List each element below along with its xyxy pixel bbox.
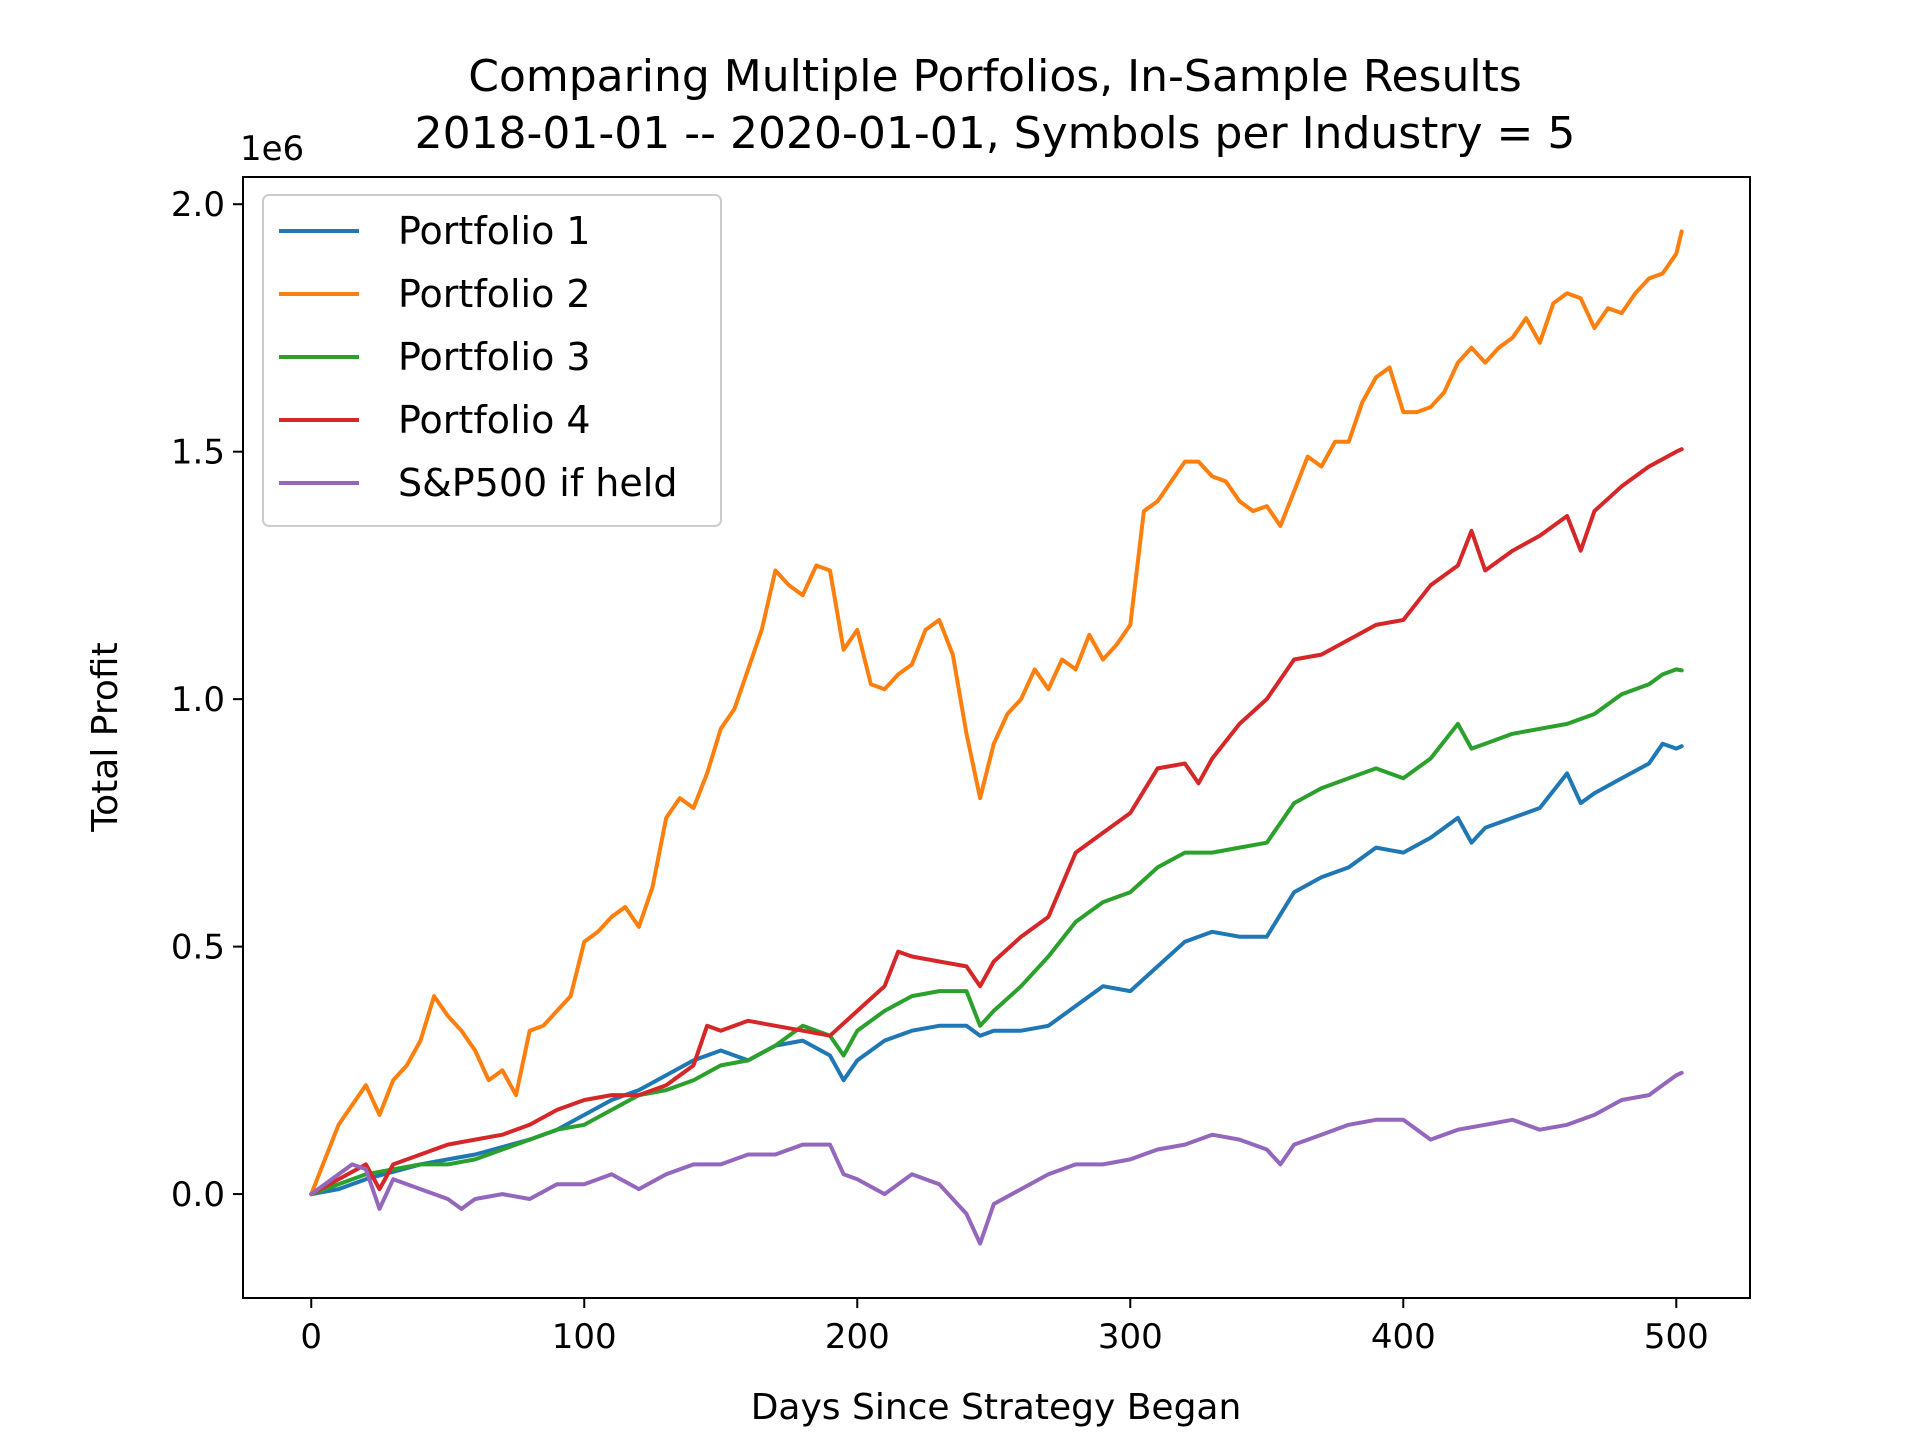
plot-frame: [242, 176, 1751, 1299]
x-tick-label: 400: [1371, 1317, 1436, 1357]
y-tick-label: 1.5: [171, 433, 225, 473]
legend-box: [262, 194, 722, 527]
legend-label: Portfolio 3: [398, 335, 591, 379]
legend-label: Portfolio 1: [398, 209, 591, 253]
x-tick-label: 500: [1644, 1317, 1709, 1357]
legend-label: Portfolio 4: [398, 398, 591, 442]
y-tick-label: 0.5: [171, 928, 225, 968]
x-tick-label: 100: [552, 1317, 617, 1357]
y-tick-label: 1.0: [171, 680, 225, 720]
x-axis-label: Days Since Strategy Began: [751, 1387, 1242, 1428]
chart-title: Comparing Multiple Porfolios, In-Sample …: [468, 51, 1522, 102]
series-line-3: [309, 667, 1684, 1197]
y-tick-label: 0.0: [171, 1175, 225, 1215]
series-line-2: [309, 229, 1684, 1197]
x-tick-label: 300: [1098, 1317, 1163, 1357]
y-axis-label: Total Profit: [85, 642, 126, 832]
x-tick-label: 0: [300, 1317, 322, 1357]
series-line-1: [309, 741, 1684, 1197]
legend-label: Portfolio 2: [398, 272, 591, 316]
legend: Portfolio 1 Portfolio 2 Portfolio 3 Portfol…: [262, 194, 722, 527]
x-axis: 0 100 200 300 400 500: [300, 1298, 1709, 1357]
chart-subtitle: 2018-01-01 -- 2020-01-01, Symbols per In…: [415, 108, 1576, 159]
x-tick-label: 200: [825, 1317, 890, 1357]
series-layer: [309, 229, 1684, 1246]
y-tick-label: 2.0: [171, 185, 225, 225]
series-line-5: [309, 1070, 1684, 1246]
legend-label: S&P500 if held: [398, 461, 677, 505]
y-axis: 0.0 0.5 1.0 1.5 2.0: [171, 185, 243, 1215]
y-axis-offset-label: 1e6: [240, 129, 304, 169]
series-line-4: [309, 447, 1684, 1197]
